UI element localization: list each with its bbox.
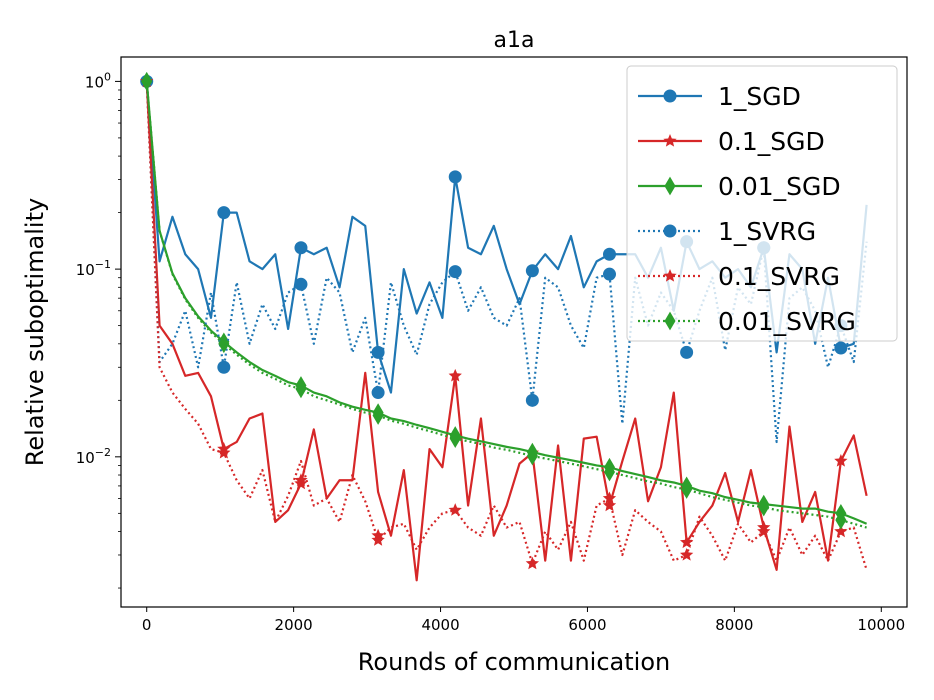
series-layer — [140, 72, 868, 582]
marker-1-svrg — [294, 277, 308, 291]
marker-0-1-svrg — [217, 445, 231, 459]
plot-frame — [120, 56, 908, 608]
marker-1-svrg — [448, 265, 462, 279]
line-0-1-svrg — [145, 81, 868, 571]
legend-label: 0.01_SGD — [718, 172, 841, 201]
marker-0-1-svrg — [834, 524, 848, 538]
marker-0-1-sgd — [448, 368, 462, 382]
legend-marker — [663, 89, 677, 103]
marker-0-01-svrg — [141, 72, 153, 91]
series-0-1-svrg — [145, 81, 868, 571]
legend-entry-1-sgd: 1_SGD — [638, 82, 801, 111]
marker-0-01-svrg — [372, 406, 384, 425]
legend-marker — [664, 311, 676, 331]
series-0-01-svrg — [141, 72, 867, 530]
legend-label: 1_SVRG — [718, 217, 816, 246]
line-0-01-sgd — [145, 81, 868, 525]
marker-0-1-svrg — [679, 547, 694, 561]
y-tick-label: 10−2 — [76, 446, 111, 467]
marker-0-01-svrg — [449, 429, 461, 448]
marker-0-01-svrg — [758, 497, 770, 517]
marker-1-sgd — [371, 345, 385, 359]
x-tick-label: 6000 — [568, 616, 606, 634]
marker-0-01-svrg — [218, 334, 230, 354]
line-0-1-sgd — [145, 81, 868, 582]
legend-marker — [664, 176, 676, 196]
marker-0-1-svrg — [757, 524, 771, 538]
legend-marker — [663, 134, 677, 147]
y-tick-label: 10−1 — [76, 258, 111, 279]
chart-title: a1a — [494, 28, 535, 53]
axes-layer: 0 2000 4000 6000 8000 10000 100 10−1 10−2 — [76, 56, 908, 634]
legend: 1_SGD 0.1_SGD 0.01_SGD 1_SVRG 0.1_SVRG 0.01_S… — [626, 65, 898, 342]
marker-1-svrg — [217, 360, 231, 374]
marker-0-01-svrg — [681, 480, 693, 499]
x-tick-label: 10000 — [857, 616, 905, 634]
marker-0-01-svrg — [603, 462, 616, 482]
x-tick-label: 4000 — [421, 616, 459, 634]
marker-1-sgd — [448, 170, 462, 184]
legend-marker — [663, 269, 677, 282]
marker-1-sgd — [525, 264, 539, 278]
legend-entry-0-1-svrg: 0.1_SVRG — [638, 262, 840, 291]
legend-entry-0-1-sgd: 0.1_SGD — [638, 127, 825, 156]
marker-0-01-svrg — [526, 446, 538, 466]
legend-label: 0.01_SVRG — [718, 307, 856, 336]
marker-1-svrg — [602, 267, 616, 281]
marker-1-sgd — [217, 206, 231, 220]
line-1-svrg — [145, 81, 868, 444]
line-0-01-svrg — [145, 81, 867, 529]
marker-0-01-svrg — [295, 379, 307, 399]
x-tick-label: 0 — [142, 616, 152, 634]
legend-label: 0.1_SGD — [718, 127, 825, 156]
marker-0-1-svrg — [525, 556, 540, 570]
marker-0-1-svrg — [448, 503, 462, 516]
marker-0-1-sgd — [602, 498, 617, 512]
marker-0-1-sgd — [834, 454, 848, 467]
marker-1-sgd — [294, 241, 308, 255]
marker-0-1-svrg — [602, 491, 617, 505]
x-axis-label: Rounds of communication — [358, 648, 670, 676]
marker-0-1-svrg — [371, 533, 385, 546]
marker-1-sgd — [834, 341, 848, 355]
legend-entry-0-01-sgd: 0.01_SGD — [638, 172, 841, 201]
y-axis-label: Relative suboptimality — [21, 198, 49, 466]
marker-1-svrg — [525, 393, 539, 407]
marker-0-1-svrg — [294, 473, 308, 486]
legend-frame — [626, 65, 898, 342]
marker-1-svrg — [680, 345, 694, 359]
legend-entry-1-svrg: 1_SVRG — [638, 217, 816, 246]
legend-label: 0.1_SVRG — [718, 262, 840, 291]
x-tick-label: 2000 — [275, 616, 313, 634]
legend-marker — [663, 224, 677, 238]
marker-1-sgd — [602, 247, 616, 261]
marker-0-01-svrg — [835, 510, 847, 530]
marker-1-svrg — [371, 386, 385, 400]
x-tick-label: 8000 — [715, 616, 753, 634]
legend-label: 1_SGD — [718, 82, 801, 111]
legend-entry-0-01-svrg: 0.01_SVRG — [638, 307, 856, 336]
y-tick-label: 100 — [85, 70, 111, 91]
